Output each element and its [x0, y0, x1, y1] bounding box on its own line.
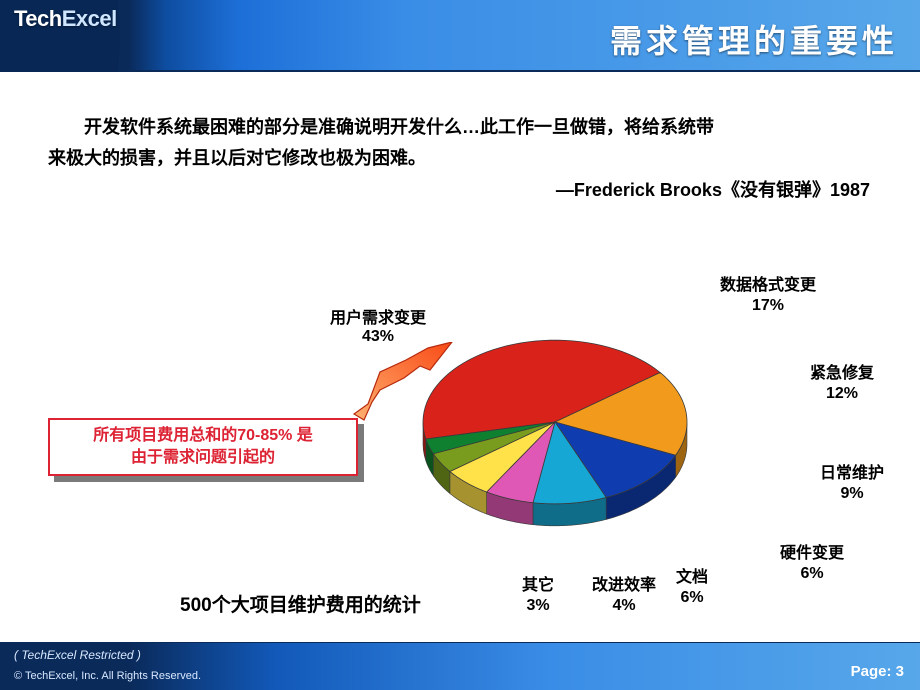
- footer-restricted: ( TechExcel Restricted ): [14, 648, 141, 662]
- body-paragraph: 开发软件系统最困难的部分是准确说明开发什么…此工作一旦做错，将给系统带 来极大的…: [48, 112, 878, 173]
- pie-label: 日常维护9%: [820, 464, 884, 504]
- footer: ( TechExcel Restricted ) © TechExcel, In…: [0, 642, 920, 690]
- body-line-1: 开发软件系统最困难的部分是准确说明开发什么…此工作一旦做错，将给系统带: [48, 112, 878, 143]
- chart-subtitle: 500个大项目维护费用的统计: [180, 590, 421, 617]
- pie-chart: [405, 276, 705, 576]
- header-band: TechExcel 需求管理的重要性: [0, 0, 920, 72]
- slide-title: 需求管理的重要性: [610, 16, 898, 62]
- pie-label: 其它3%: [522, 576, 554, 616]
- callout: 所有项目费用总和的70-85% 是 由于需求问题引起的: [48, 418, 358, 476]
- callout-box: 所有项目费用总和的70-85% 是 由于需求问题引起的: [48, 418, 358, 476]
- pie-label: 文档6%: [676, 568, 708, 608]
- logo-part-a: Tech: [14, 6, 62, 31]
- pie-label: 硬件变更6%: [780, 544, 844, 584]
- pie-label: 紧急修复12%: [810, 364, 874, 404]
- callout-text: 所有项目费用总和的70-85% 是 由于需求问题引起的: [85, 421, 321, 472]
- body-line-2: 来极大的损害，并且以后对它修改也极为困难。: [48, 148, 426, 168]
- pie-svg: [405, 276, 705, 596]
- callout-line-2: 由于需求问题引起的: [131, 449, 275, 466]
- pie-label: 改进效率4%: [592, 576, 656, 616]
- pie-label: 数据格式变更17%: [720, 276, 816, 316]
- slide: { "header": { "logo_text_a": "Tech", "lo…: [0, 0, 920, 690]
- logo-part-b: Excel: [62, 6, 117, 31]
- quote-attribution: —Frederick Brooks《没有银弹》1987: [556, 176, 870, 202]
- footer-page: Page: 3: [851, 663, 904, 680]
- footer-copyright: © TechExcel, Inc. All Rights Reserved.: [14, 670, 201, 682]
- logo: TechExcel: [14, 6, 117, 32]
- callout-line-1: 所有项目费用总和的70-85% 是: [93, 427, 313, 444]
